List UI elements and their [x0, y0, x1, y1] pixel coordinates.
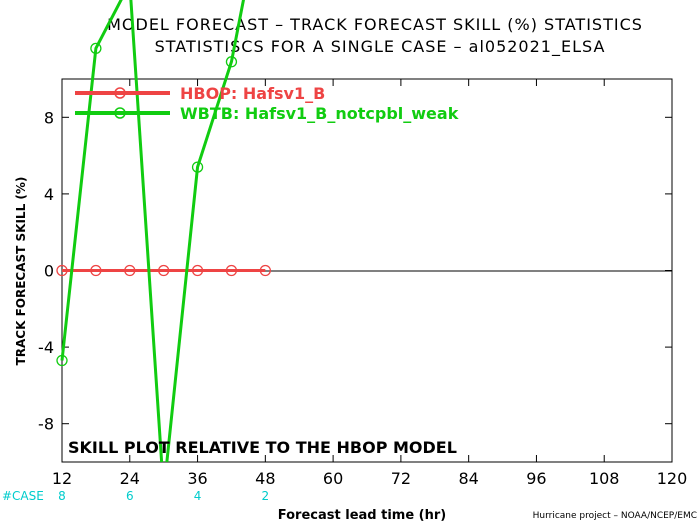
legend: HBOP: Hafsv1_B WBTB: Hafsv1_B_notcpbl_we…: [75, 84, 459, 123]
case-counts: 8 6 4 2: [58, 489, 269, 503]
data-point-wbtb: [191, 161, 204, 173]
data-point-hbop: [191, 264, 204, 277]
data-point-wbtb: [159, 488, 169, 498]
x-tick-label: 60: [323, 469, 343, 488]
case-count: 2: [262, 489, 270, 503]
data-point-wbtb: [56, 354, 68, 367]
series-layer: [56, 0, 271, 498]
data-point-hbop: [158, 264, 170, 277]
x-tick-label: 12: [52, 469, 72, 488]
x-tick-label: 72: [391, 469, 411, 488]
data-point-hbop: [225, 264, 238, 277]
x-tick-label: 24: [120, 469, 140, 488]
y-tick-label: -8: [38, 415, 54, 434]
y-axis-ticks: -8 -4 0 4 8: [38, 108, 672, 434]
data-point-hbop: [124, 264, 136, 277]
legend-wbtb-marker: [114, 107, 126, 119]
skill-annotation: SKILL PLOT RELATIVE TO THE HBOP MODEL: [68, 438, 457, 457]
chart-title-line2: STATISTISCS FOR A SINGLE CASE – al052021…: [155, 37, 606, 57]
legend-hbop-label: HBOP: Hafsv1_B: [180, 84, 325, 103]
y-tick-label: 4: [44, 185, 54, 204]
x-tick-label: 36: [187, 469, 207, 488]
footer-credit: Hurricane project – NOAA/NCEP/EMC: [533, 511, 697, 521]
series-line-wbtb: [60, 0, 245, 462]
case-count: 4: [194, 489, 202, 503]
case-count: 8: [58, 489, 66, 503]
x-tick-label: 96: [526, 469, 546, 488]
x-tick-label: 48: [255, 469, 275, 488]
y-axis-label: TRACK FORECAST SKILL (%): [14, 177, 28, 366]
chart-title-line1: MODEL FORECAST – TRACK FORECAST SKILL (%…: [107, 15, 643, 34]
y-tick-label: -4: [38, 338, 54, 357]
x-tick-label: 84: [458, 469, 478, 488]
x-tick-label: 120: [657, 469, 688, 488]
x-tick-label: 108: [589, 469, 620, 488]
case-count: 6: [126, 489, 134, 503]
x-axis-ticks: 12 24 36 48 60 72 84 96 108 120: [52, 79, 687, 488]
data-point-wbtb: [90, 42, 102, 55]
y-tick-label: 8: [44, 108, 54, 127]
legend-hbop-marker: [114, 87, 126, 99]
data-point-hbop: [90, 264, 102, 277]
data-point-hbop: [259, 264, 271, 277]
case-row-label: #CASE: [2, 489, 44, 503]
x-axis-label: Forecast lead time (hr): [278, 508, 446, 523]
data-point-hbop: [56, 264, 68, 277]
legend-wbtb-label: WBTB: Hafsv1_B_notcpbl_weak: [180, 104, 459, 123]
y-tick-label: 0: [44, 262, 54, 281]
data-point-wbtb: [225, 56, 238, 68]
